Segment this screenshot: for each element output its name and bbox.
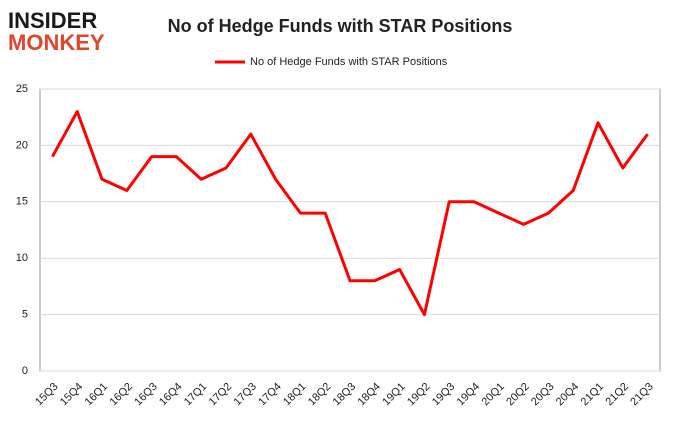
y-tick-label: 5 [22,309,28,321]
y-tick-label: 0 [22,365,28,377]
data-line [51,110,649,317]
legend-label: No of Hedge Funds with STAR Positions [250,56,448,68]
y-tick-label: 15 [16,196,28,208]
chart-title: No of Hedge Funds with STAR Positions [168,16,513,36]
logo-top: INSIDER [8,8,97,33]
y-tick-label: 25 [16,83,28,95]
y-tick-label: 10 [16,252,28,264]
logo-bottom: MONKEY [8,30,105,55]
y-tick-label: 20 [16,139,28,151]
